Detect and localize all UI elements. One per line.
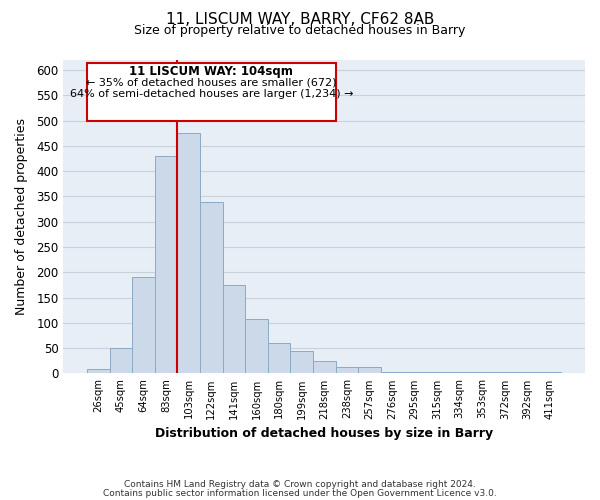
Bar [516,372,539,374]
Text: 64% of semi-detached houses are larger (1,234) →: 64% of semi-detached houses are larger (… [70,89,353,99]
Bar [110,348,133,374]
Text: Size of property relative to detached houses in Barry: Size of property relative to detached ho… [134,24,466,37]
Text: 11 LISCUM WAY: 104sqm: 11 LISCUM WAY: 104sqm [130,65,293,78]
Y-axis label: Number of detached properties: Number of detached properties [15,118,28,315]
Bar [403,372,426,374]
Bar [380,372,403,374]
Bar [494,372,516,374]
Bar [155,156,178,374]
Bar [290,351,313,374]
X-axis label: Distribution of detached houses by size in Barry: Distribution of detached houses by size … [155,427,493,440]
Bar [539,372,561,374]
Bar [335,368,358,374]
Bar [426,372,448,374]
Text: Contains HM Land Registry data © Crown copyright and database right 2024.: Contains HM Land Registry data © Crown c… [124,480,476,489]
Text: ← 35% of detached houses are smaller (672): ← 35% of detached houses are smaller (67… [86,78,337,88]
Bar [448,372,471,374]
Bar [87,370,110,374]
Bar [313,361,335,374]
Bar [178,134,200,374]
Bar [245,319,268,374]
Text: 11, LISCUM WAY, BARRY, CF62 8AB: 11, LISCUM WAY, BARRY, CF62 8AB [166,12,434,28]
Bar [200,202,223,374]
Text: Contains public sector information licensed under the Open Government Licence v3: Contains public sector information licen… [103,488,497,498]
Bar [133,278,155,374]
Bar [471,372,494,374]
Bar [268,343,290,374]
Bar [358,368,380,374]
Bar [223,285,245,374]
